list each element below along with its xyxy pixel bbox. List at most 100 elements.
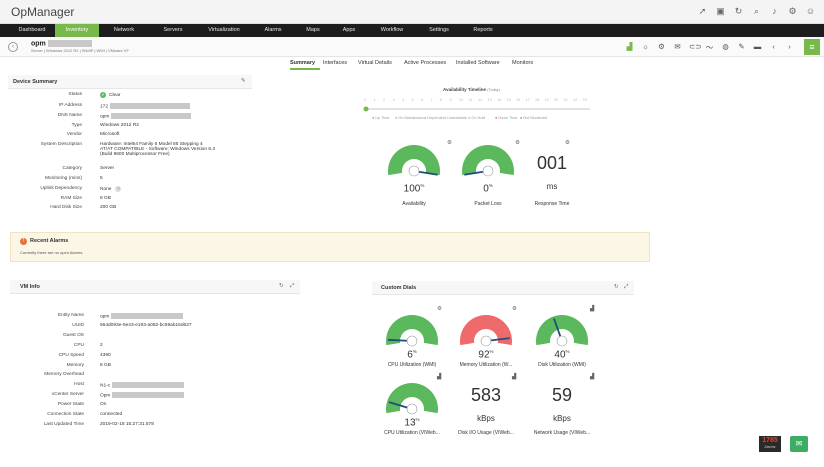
vm-value-text: 2019-02-18 15:27:31.578 bbox=[100, 421, 154, 427]
nav-alarms[interactable]: Alarms bbox=[264, 27, 282, 33]
edit-icon[interactable]: ✎ bbox=[738, 42, 745, 51]
signal-icon[interactable]: ▟ bbox=[512, 374, 517, 380]
nav-apps[interactable]: Apps bbox=[342, 27, 356, 33]
nav-workflow[interactable]: Workflow bbox=[380, 27, 404, 33]
tab-virtual-details[interactable]: Virtual Details bbox=[358, 60, 392, 66]
chat-button[interactable]: ✉ bbox=[790, 436, 808, 452]
nav-network[interactable]: Network bbox=[113, 27, 135, 33]
gauge-settings-icon[interactable]: ⚙ bbox=[515, 140, 520, 146]
rocket-icon[interactable]: ➚ bbox=[698, 6, 707, 16]
vm-value: connected bbox=[100, 412, 122, 417]
gauge-arc bbox=[460, 315, 512, 346]
alarm-count-badge[interactable]: 1785 Alarms bbox=[759, 436, 781, 452]
nav-servers[interactable]: Servers bbox=[163, 27, 183, 33]
vm-value: 8 GB bbox=[100, 363, 111, 368]
gauge-settings-icon[interactable]: ⚙ bbox=[447, 140, 452, 146]
availability-gauge bbox=[388, 145, 440, 177]
nav-virtualization[interactable]: Virtualization bbox=[208, 27, 240, 33]
timeline-hour: 18 bbox=[535, 98, 540, 102]
gauge-settings-icon[interactable]: ⚙ bbox=[565, 140, 570, 146]
timeline-hour: 12 bbox=[478, 98, 483, 102]
summary-value-text: Windows 2012 R2 bbox=[100, 122, 139, 128]
timeline-title-text: Availability Timeline bbox=[443, 87, 487, 92]
gauge-settings-icon[interactable]: ⚙ bbox=[512, 306, 517, 312]
legend-dot: ● bbox=[468, 116, 472, 120]
gauge-hub bbox=[408, 165, 420, 177]
monitor-icon[interactable]: ▣ bbox=[716, 6, 725, 16]
summary-value: opm bbox=[100, 112, 192, 119]
legend-label: On Maintenance bbox=[398, 116, 427, 120]
screen-icon[interactable]: ▬ bbox=[753, 42, 762, 51]
bell-icon[interactable]: ♪ bbox=[772, 6, 777, 16]
vm-value-text: 2 bbox=[100, 342, 103, 348]
globe-icon[interactable]: ◍ bbox=[722, 42, 729, 51]
legend-label: Not Monitored bbox=[523, 116, 548, 120]
graph-icon[interactable]: 〜 bbox=[705, 43, 714, 52]
timeline-hour: 9 bbox=[449, 98, 452, 102]
gauge-hub bbox=[482, 165, 494, 177]
settings-icon[interactable]: ⚙ bbox=[658, 42, 665, 51]
expand-icon[interactable]: ⤢ bbox=[290, 283, 295, 289]
expand-icon[interactable]: ⤢ bbox=[624, 284, 629, 290]
signal-icon[interactable]: ▟ bbox=[590, 306, 595, 312]
tab-monitors[interactable]: Monitors bbox=[512, 60, 534, 66]
help-icon[interactable]: ? bbox=[115, 185, 122, 192]
nav-reports[interactable]: Reports bbox=[473, 27, 493, 33]
search-icon[interactable]: ⌕ bbox=[753, 6, 760, 16]
nav-dashboard[interactable]: Dashboard bbox=[18, 27, 46, 33]
edit-icon[interactable]: ✎ bbox=[241, 78, 246, 84]
status-clear-icon: ✔ bbox=[100, 92, 106, 98]
tab-bar: Summary Interfaces Virtual Details Activ… bbox=[0, 58, 824, 70]
network-usage-unit: kBps bbox=[553, 414, 571, 423]
timeline-hour: 14 bbox=[497, 98, 502, 102]
refresh-icon[interactable]: ↻ bbox=[614, 284, 619, 290]
next-icon[interactable]: › bbox=[788, 42, 791, 51]
user-icon[interactable]: ☺ bbox=[805, 6, 816, 16]
back-button[interactable]: ‹ bbox=[8, 42, 18, 52]
nav-maps[interactable]: Maps bbox=[306, 27, 320, 33]
memory-wmi-value: 92% bbox=[456, 349, 516, 360]
vm-label: Memory bbox=[66, 362, 84, 368]
legend-label: Down Time bbox=[498, 116, 518, 120]
legend-dot: ● bbox=[424, 116, 428, 120]
timeline-hour: 10 bbox=[459, 98, 464, 102]
vm-value-text: 564d093e-5e43-e193-a082-bc59ab16d637 bbox=[100, 322, 192, 328]
cpu-viweb-gauge bbox=[386, 383, 438, 415]
tab-active-processes[interactable]: Active Processes bbox=[404, 60, 447, 66]
tab-installed-software[interactable]: Installed Software bbox=[456, 60, 500, 66]
vm-value-text: 4390 bbox=[100, 352, 111, 358]
prev-icon[interactable]: ‹ bbox=[772, 42, 775, 51]
chart-icon[interactable]: ▟ bbox=[626, 42, 633, 51]
timeline-hour: 23 bbox=[582, 98, 587, 102]
timeline-hour: 22 bbox=[573, 98, 578, 102]
tab-interfaces[interactable]: Interfaces bbox=[323, 60, 348, 66]
gauge-hub bbox=[406, 403, 418, 415]
summary-value-text: Clear bbox=[109, 93, 121, 98]
summary-label: Type bbox=[71, 122, 82, 128]
nav-settings[interactable]: Settings bbox=[429, 27, 449, 33]
vm-value-text: N1-c bbox=[100, 383, 111, 389]
nav-inventory[interactable]: Inventory bbox=[55, 24, 99, 37]
custom-dials-title: Custom Dials bbox=[381, 285, 417, 291]
mail-icon[interactable]: ✉ bbox=[674, 42, 681, 51]
summary-value-text: 8 GB bbox=[100, 195, 111, 201]
link-icon[interactable]: ⊂⊃ bbox=[689, 42, 702, 51]
tab-summary[interactable]: Summary bbox=[290, 60, 316, 66]
timeline-hour: 0 bbox=[364, 98, 367, 102]
bulb-icon[interactable]: ☼ bbox=[642, 42, 649, 51]
top-bar: OpManager ➚ ▣ ↻ ⌕ ♪ ⚙ ☺ bbox=[0, 0, 824, 24]
gear-icon[interactable]: ⚙ bbox=[788, 6, 797, 16]
app-title: OpManager bbox=[11, 5, 75, 19]
vm-label: Host bbox=[74, 382, 84, 388]
gauge-settings-icon[interactable]: ⚙ bbox=[437, 306, 442, 312]
response-time-caption: Response Time bbox=[534, 201, 570, 207]
cpu-viweb-unit: % bbox=[415, 417, 420, 422]
refresh-icon[interactable]: ↻ bbox=[279, 283, 284, 289]
signal-icon[interactable]: ▟ bbox=[590, 374, 595, 380]
menu-button[interactable]: ≡ bbox=[804, 39, 820, 55]
signal-icon[interactable]: ▟ bbox=[437, 374, 442, 380]
summary-value: Hardware: Intel64 Family 6 Model 85 Step… bbox=[100, 142, 215, 157]
top-icons: ➚ ▣ ↻ ⌕ ♪ ⚙ ☺ bbox=[697, 6, 816, 17]
refresh-icon[interactable]: ↻ bbox=[734, 6, 743, 16]
summary-label: Uplink Dependency bbox=[40, 185, 82, 191]
